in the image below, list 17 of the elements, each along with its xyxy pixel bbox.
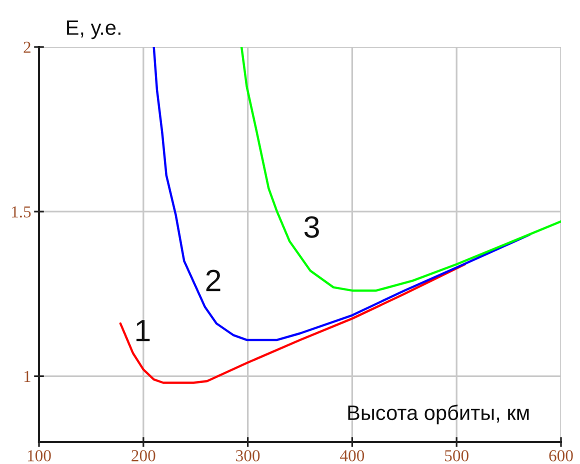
y-tick-label: 1 (24, 370, 30, 382)
x-tick-label: 400 (340, 450, 364, 462)
x-tick-label: 300 (236, 450, 260, 462)
x-tick-label: 500 (445, 450, 468, 462)
series-label: 3 (304, 216, 319, 238)
y-tick-label: 2 (24, 42, 30, 53)
x-tick-label: 100 (28, 450, 51, 462)
x-tick-label: 600 (549, 450, 573, 462)
line-series (119, 263, 466, 384)
series-label: 2 (206, 270, 220, 292)
y-tick-label: 1.5 (12, 206, 31, 218)
line-series (152, 47, 531, 342)
line-series (240, 47, 561, 292)
y-axis-title: E, у.е. (67, 20, 120, 40)
x-axis-title: Высота орбиты, км (348, 404, 529, 424)
x-tick-label: 200 (132, 450, 156, 462)
series-label: 1 (136, 320, 150, 342)
